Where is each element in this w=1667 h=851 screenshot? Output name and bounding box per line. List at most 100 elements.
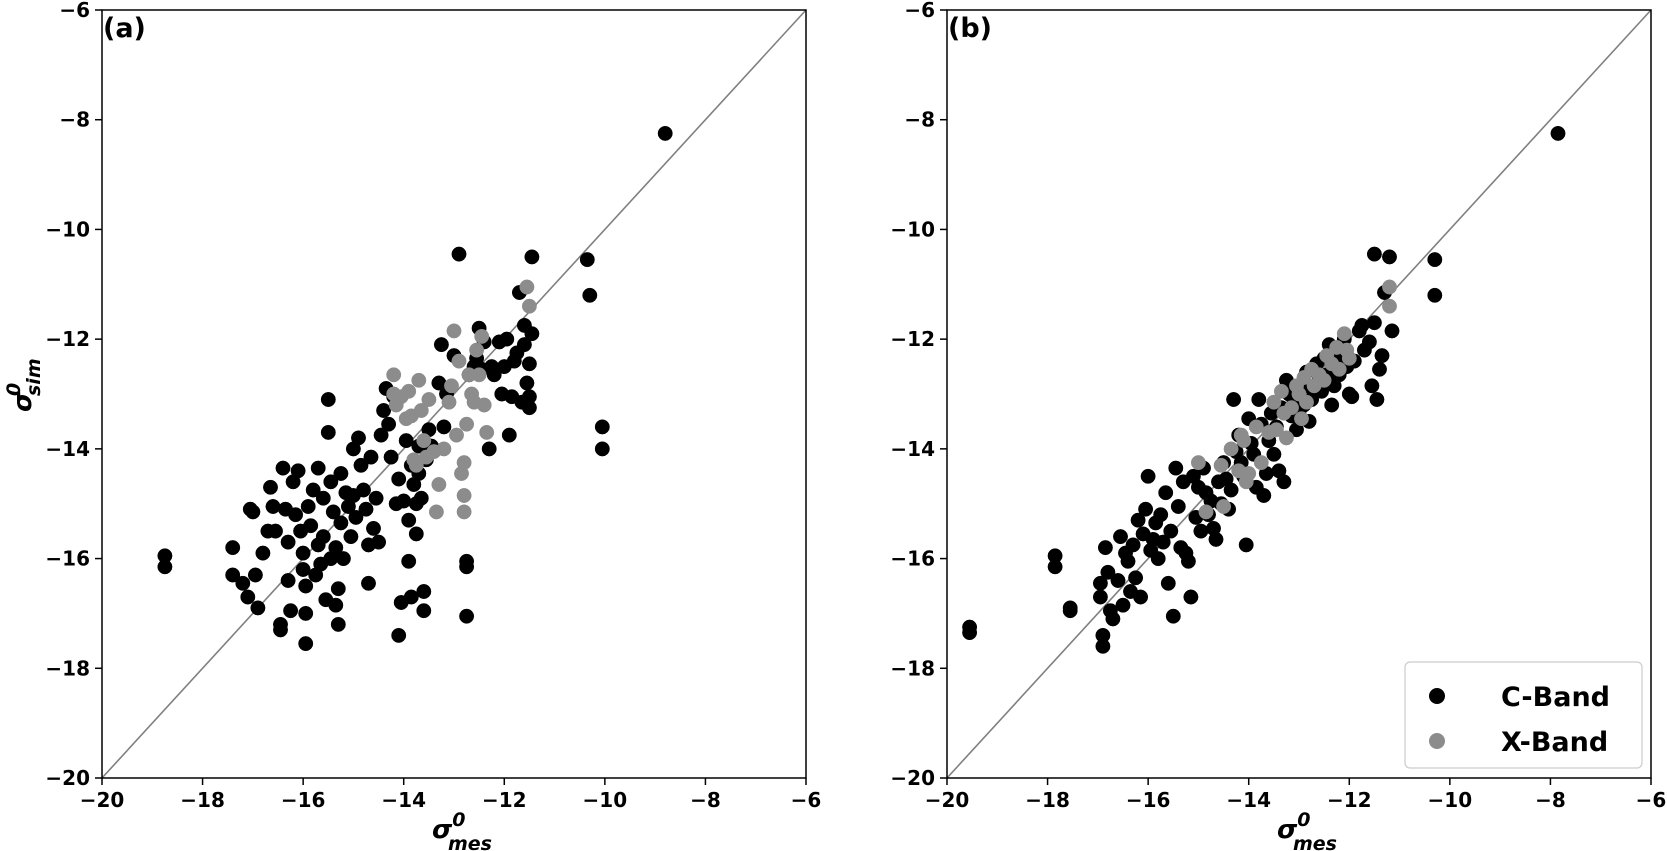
y-axis-sub: sim (23, 358, 45, 396)
axes-frame (101, 9, 807, 779)
data-point (471, 367, 487, 383)
data-point (524, 326, 540, 342)
data-point (408, 457, 424, 473)
data-point (1366, 246, 1382, 262)
data-point (1062, 603, 1078, 619)
x-tick-label: −16 (1126, 788, 1171, 812)
y-tick-label: −18 (890, 656, 935, 680)
data-point (1180, 553, 1196, 569)
data-point (398, 433, 414, 449)
x-axis-sub: mes (448, 833, 492, 851)
axes-frame (946, 9, 1652, 779)
panel-label: (b) (948, 13, 992, 44)
data-point (330, 581, 346, 597)
data-point (1216, 499, 1232, 514)
data-point (305, 482, 321, 498)
data-point (288, 507, 304, 523)
data-point (315, 529, 331, 545)
data-point (421, 392, 437, 407)
data-point (428, 504, 444, 520)
data-point (273, 616, 288, 632)
x-axis-label: σ0 (1277, 809, 1310, 845)
data-point (1273, 383, 1289, 399)
data-point (476, 397, 492, 413)
y-tick-label: −10 (45, 217, 90, 241)
legend: C-Band X-Band (1404, 661, 1643, 769)
data-point (298, 605, 314, 621)
data-point (519, 279, 535, 295)
data-point (376, 403, 392, 418)
x-tick-label: −12 (1327, 788, 1372, 812)
data-point (235, 575, 251, 591)
data-point (356, 482, 371, 498)
legend-marker-c-band (1429, 688, 1445, 704)
data-point (1095, 638, 1111, 654)
data-point (456, 504, 472, 520)
x-axis-sub: mes (1293, 833, 1337, 851)
data-point (657, 125, 673, 141)
y-tick-label: −16 (890, 547, 935, 571)
data-point (1344, 389, 1360, 405)
x-axis-label: σ0 (432, 809, 465, 845)
data-point (446, 323, 462, 339)
data-point (1382, 249, 1397, 265)
data-point (1361, 334, 1377, 350)
data-point (1138, 501, 1154, 517)
y-tick-label: −20 (890, 766, 935, 790)
x-tick-label: −20 (925, 788, 970, 812)
y-tick-label: −6 (904, 0, 935, 22)
x-axis-sup: 0 (1297, 809, 1310, 831)
data-point (310, 460, 326, 476)
data-point (295, 545, 311, 561)
data-point (594, 419, 610, 435)
data-point (283, 603, 299, 619)
data-point (516, 337, 532, 353)
data-point (469, 342, 485, 358)
x-tick-label: −14 (1226, 788, 1271, 812)
data-point (245, 504, 261, 520)
data-point (456, 488, 472, 503)
data-point (416, 603, 432, 619)
data-point (1150, 551, 1166, 567)
data-point (1110, 573, 1126, 588)
data-point (315, 490, 331, 506)
data-point (265, 499, 281, 514)
data-point (1427, 287, 1443, 303)
data-point (263, 479, 278, 495)
y-tick-label: −10 (890, 217, 935, 241)
data-point (381, 416, 397, 432)
data-point (343, 529, 359, 545)
x-axis-sup: 0 (452, 809, 465, 831)
data-point (1113, 529, 1128, 545)
data-point (1316, 372, 1332, 388)
data-point (1354, 317, 1370, 333)
legend-box (1404, 661, 1643, 769)
data-point (383, 449, 399, 465)
data-point (298, 578, 314, 594)
data-point (1198, 504, 1214, 520)
data-point (962, 625, 978, 641)
data-point (391, 627, 407, 643)
data-point (451, 246, 467, 262)
data-point (451, 353, 467, 369)
y-tick-label: −8 (59, 108, 90, 132)
data-point (413, 490, 429, 506)
data-point (1284, 400, 1299, 416)
data-point (1336, 326, 1352, 342)
data-point (298, 636, 314, 652)
x-axis-symbol: σ (1277, 815, 1298, 845)
data-point (501, 427, 517, 443)
data-point (250, 600, 266, 616)
data-point (582, 287, 598, 303)
y-tick-label: −20 (45, 766, 90, 790)
data-point (1366, 315, 1382, 331)
y-axis-symbol: σ (8, 391, 38, 412)
x-tick-label: −18 (180, 788, 225, 812)
data-point (1125, 537, 1141, 553)
data-point (328, 540, 344, 556)
data-point (333, 515, 349, 531)
x-tick-label: −10 (1428, 788, 1473, 812)
data-point (474, 328, 490, 344)
data-point (363, 449, 379, 465)
